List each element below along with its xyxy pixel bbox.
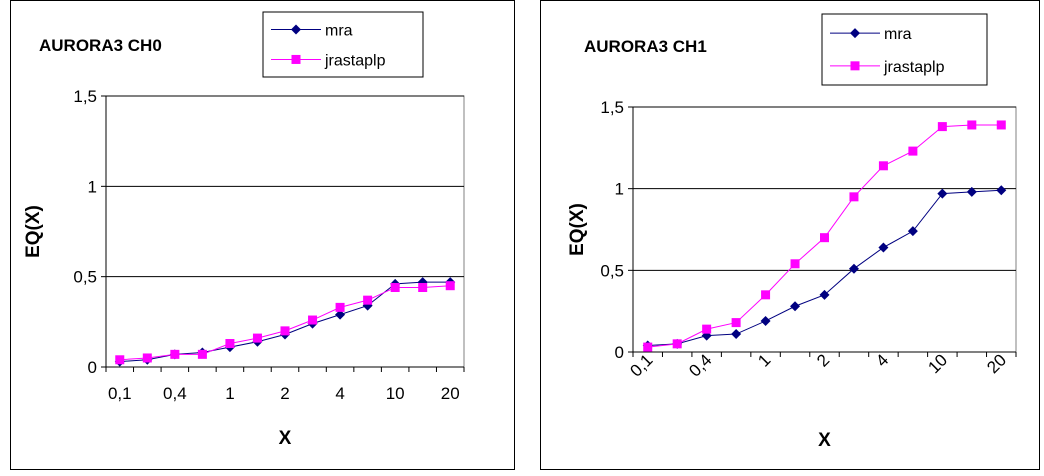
data-point-mra — [907, 226, 918, 237]
data-point-mra — [819, 289, 830, 300]
data-point-jrastaplp — [790, 259, 800, 269]
legend-label-mra: mra — [884, 26, 912, 43]
legend-marker-jrastaplp — [291, 54, 301, 64]
data-point-jrastaplp — [908, 146, 918, 156]
x-tick-label: 0,1 — [626, 350, 656, 380]
plot-area — [105, 95, 465, 368]
data-point-jrastaplp — [363, 295, 373, 305]
data-point-jrastaplp — [197, 349, 207, 359]
data-point-mra — [731, 329, 742, 340]
y-tick-label: 1 — [88, 177, 97, 196]
y-tick-label: 0 — [615, 343, 624, 362]
data-point-jrastaplp — [225, 339, 235, 349]
data-point-mra — [790, 301, 801, 312]
data-point-jrastaplp — [335, 302, 345, 312]
chart-title: AURORA3 CH1 — [584, 37, 707, 56]
x-axis-title: X — [818, 430, 831, 451]
data-point-jrastaplp — [418, 283, 428, 293]
x-tick-label: 2 — [813, 350, 833, 370]
data-point-jrastaplp — [115, 355, 125, 365]
x-tick-label: 0,1 — [108, 384, 132, 403]
x-tick-label: 20 — [983, 350, 1010, 377]
data-point-mra — [937, 188, 948, 199]
x-tick-label: 0,4 — [163, 384, 187, 403]
legend-label-jrastaplp: jrastaplp — [883, 59, 945, 76]
data-point-jrastaplp — [731, 318, 741, 328]
y-tick-label: 0,5 — [600, 261, 624, 280]
x-tick-label: 4 — [335, 384, 344, 403]
legend-label-mra: mra — [325, 23, 353, 40]
data-point-jrastaplp — [820, 233, 829, 243]
chart-ch1: 0 0,5 1 1,5 0,1 0,4 1 2 4 10 20 X EQ(X) AURORA3 CH1 mr… — [567, 13, 1017, 451]
x-tick-label: 10 — [924, 350, 951, 377]
chart-ch0: 0 0,5 1 1,5 0,1 0,4 1 2 4 10 20 X EQ(X) AURORA3 CH0 mr… — [23, 11, 465, 449]
x-axis-title: X — [279, 428, 292, 449]
data-point-mra — [848, 263, 859, 274]
legend-label-jrastaplp: jrastaplp — [324, 52, 386, 69]
x-tick-label: 0,4 — [685, 350, 715, 380]
data-point-jrastaplp — [170, 349, 180, 359]
data-point-jrastaplp — [761, 290, 771, 300]
chart-panel-ch0: 0 0,5 1 1,5 0,1 0,4 1 2 4 10 20 X EQ(X) AURORA3 CH0 mr… — [10, 0, 515, 470]
data-point-jrastaplp — [849, 192, 859, 202]
y-tick-label: 1 — [615, 180, 624, 199]
data-point-jrastaplp — [996, 120, 1006, 130]
legend-box — [821, 13, 988, 86]
x-tick-label: 2 — [280, 384, 289, 403]
x-tick-label: 1 — [754, 350, 774, 370]
data-point-jrastaplp — [672, 339, 682, 349]
data-point-mra — [996, 185, 1007, 196]
y-axis-title: EQ(X) — [23, 205, 44, 258]
legend-marker-mra — [850, 28, 860, 39]
data-point-jrastaplp — [643, 342, 653, 352]
data-point-jrastaplp — [702, 324, 712, 334]
data-point-mra — [760, 315, 771, 326]
chart-panel-ch1: 0 0,5 1 1,5 0,1 0,4 1 2 4 10 20 X EQ(X) AURORA3 CH1 mr… — [540, 0, 1040, 470]
x-tick-label: 1 — [225, 384, 234, 403]
data-point-jrastaplp — [308, 315, 318, 325]
data-point-jrastaplp — [280, 326, 290, 336]
chart-title: AURORA3 CH0 — [39, 36, 162, 55]
x-tick-label: 10 — [386, 384, 405, 403]
data-point-jrastaplp — [252, 333, 262, 343]
data-point-jrastaplp — [445, 281, 455, 291]
legend-marker-mra — [291, 24, 301, 35]
x-tick-label: 20 — [441, 384, 460, 403]
data-point-jrastaplp — [878, 161, 888, 171]
plot-area — [632, 106, 1017, 353]
legend-box — [262, 11, 424, 78]
legend-marker-jrastaplp — [850, 61, 860, 71]
data-point-jrastaplp — [142, 353, 152, 363]
data-point-jrastaplp — [967, 120, 977, 130]
data-point-jrastaplp — [937, 122, 947, 132]
y-tick-label: 0 — [88, 358, 97, 377]
data-point-jrastaplp — [390, 283, 400, 293]
data-point-mra — [966, 186, 977, 197]
y-tick-label: 0,5 — [73, 268, 97, 287]
y-tick-label: 1,5 — [73, 87, 97, 106]
x-tick-label: 4 — [872, 350, 892, 370]
data-point-mra — [335, 309, 346, 320]
y-axis-title: EQ(X) — [567, 203, 588, 256]
data-point-mra — [878, 242, 889, 253]
y-tick-label: 1,5 — [600, 98, 624, 117]
